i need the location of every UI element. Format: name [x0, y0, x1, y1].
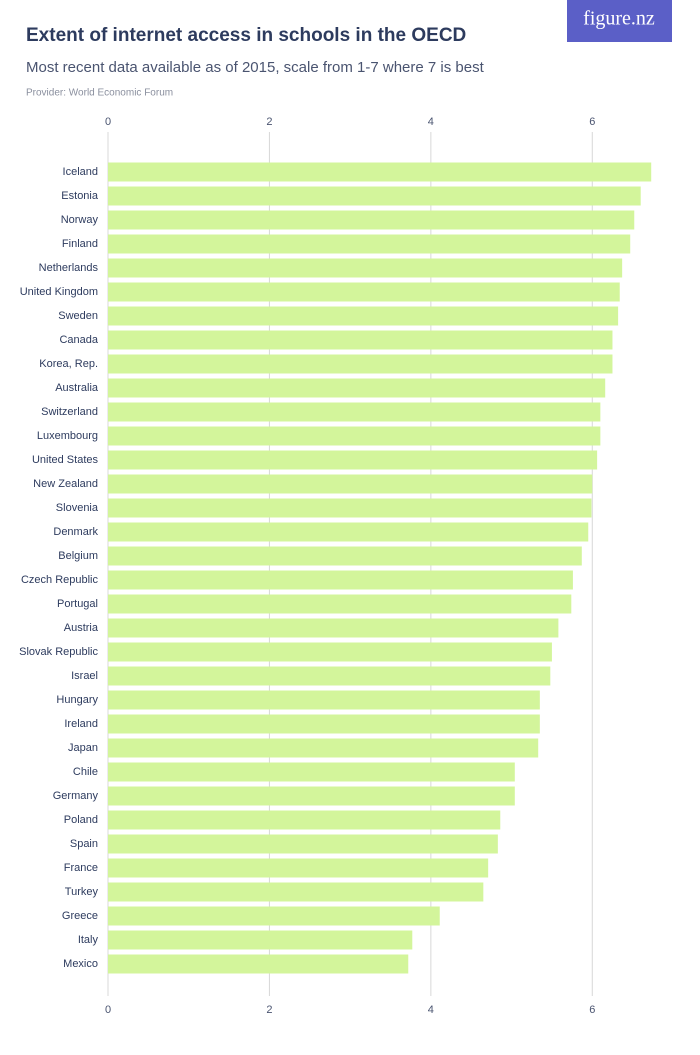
y-tick-label: Greece [62, 910, 98, 922]
bar [108, 162, 652, 182]
bar [108, 258, 623, 278]
bar [108, 930, 413, 950]
bar [108, 618, 559, 638]
y-tick-label: Slovenia [56, 502, 99, 514]
logo[interactable]: figure.nz [583, 8, 655, 30]
x-tick-label: 0 [105, 1004, 111, 1016]
y-tick-label: Belgium [58, 550, 98, 562]
provider: Provider: World Economic Forum [26, 88, 173, 99]
y-tick-label: Sweden [58, 310, 98, 322]
bar [108, 666, 551, 686]
y-tick-label: Hungary [56, 694, 98, 706]
y-tick-label: Japan [68, 742, 98, 754]
bar [108, 954, 409, 974]
y-tick-label: Korea, Rep. [39, 358, 98, 370]
y-tick-label: Portugal [57, 598, 98, 610]
bar [108, 642, 552, 662]
bar [108, 570, 573, 590]
x-tick-label: 6 [589, 1004, 595, 1016]
bar [108, 354, 613, 374]
bar [108, 906, 440, 926]
bar [108, 690, 540, 710]
y-tick-label: Iceland [63, 166, 98, 178]
bar [108, 234, 631, 254]
bar [108, 882, 484, 902]
bar [108, 450, 598, 470]
y-tick-label: Canada [59, 334, 98, 346]
y-tick-label: Denmark [53, 526, 98, 538]
bar [108, 714, 540, 734]
chart-title: Extent of internet access in schools in … [26, 25, 466, 46]
bar [108, 498, 592, 518]
y-tick-label: Mexico [63, 958, 98, 970]
y-tick-label: Estonia [61, 190, 99, 202]
bar [108, 474, 593, 494]
bar [108, 522, 589, 542]
y-tick-label: Finland [62, 238, 98, 250]
y-tick-label: Austria [64, 622, 99, 634]
x-tick-label: 6 [589, 116, 595, 128]
y-tick-label: Germany [53, 790, 99, 802]
x-tick-label: 4 [428, 1004, 434, 1016]
bar [108, 546, 582, 566]
y-tick-label: France [64, 862, 98, 874]
bar [108, 186, 641, 206]
bar [108, 306, 619, 326]
logo-box [567, 0, 672, 42]
y-tick-label: Turkey [65, 886, 99, 898]
y-tick-label: Norway [61, 214, 99, 226]
y-tick-label: Israel [71, 670, 98, 682]
y-tick-label: Chile [73, 766, 98, 778]
x-tick-label: 2 [266, 116, 272, 128]
bar [108, 738, 539, 758]
y-tick-label: New Zealand [33, 478, 98, 490]
bar [108, 834, 498, 854]
bar [108, 402, 601, 422]
bar [108, 330, 613, 350]
bar [108, 810, 501, 830]
y-tick-label: Slovak Republic [19, 646, 98, 658]
y-tick-label: Australia [55, 382, 99, 394]
bar [108, 594, 572, 614]
y-tick-label: Italy [78, 934, 99, 946]
y-tick-label: United States [32, 454, 99, 466]
y-tick-label: Ireland [64, 718, 98, 730]
x-tick-label: 4 [428, 116, 434, 128]
bar [108, 762, 515, 782]
bar [108, 210, 635, 230]
y-tick-label: Luxembourg [37, 430, 98, 442]
y-tick-label: Netherlands [39, 262, 99, 274]
y-tick-label: Czech Republic [21, 574, 99, 586]
chart-subtitle: Most recent data available as of 2015, s… [26, 59, 485, 76]
y-tick-label: United Kingdom [20, 286, 98, 298]
x-tick-label: 0 [105, 116, 111, 128]
bar [108, 378, 606, 398]
bar [108, 786, 515, 806]
bar [108, 426, 601, 446]
y-tick-label: Spain [70, 838, 98, 850]
bar [108, 282, 620, 302]
y-tick-label: Switzerland [41, 406, 98, 418]
y-tick-label: Poland [64, 814, 98, 826]
bar [108, 858, 489, 878]
x-tick-label: 2 [266, 1004, 272, 1016]
